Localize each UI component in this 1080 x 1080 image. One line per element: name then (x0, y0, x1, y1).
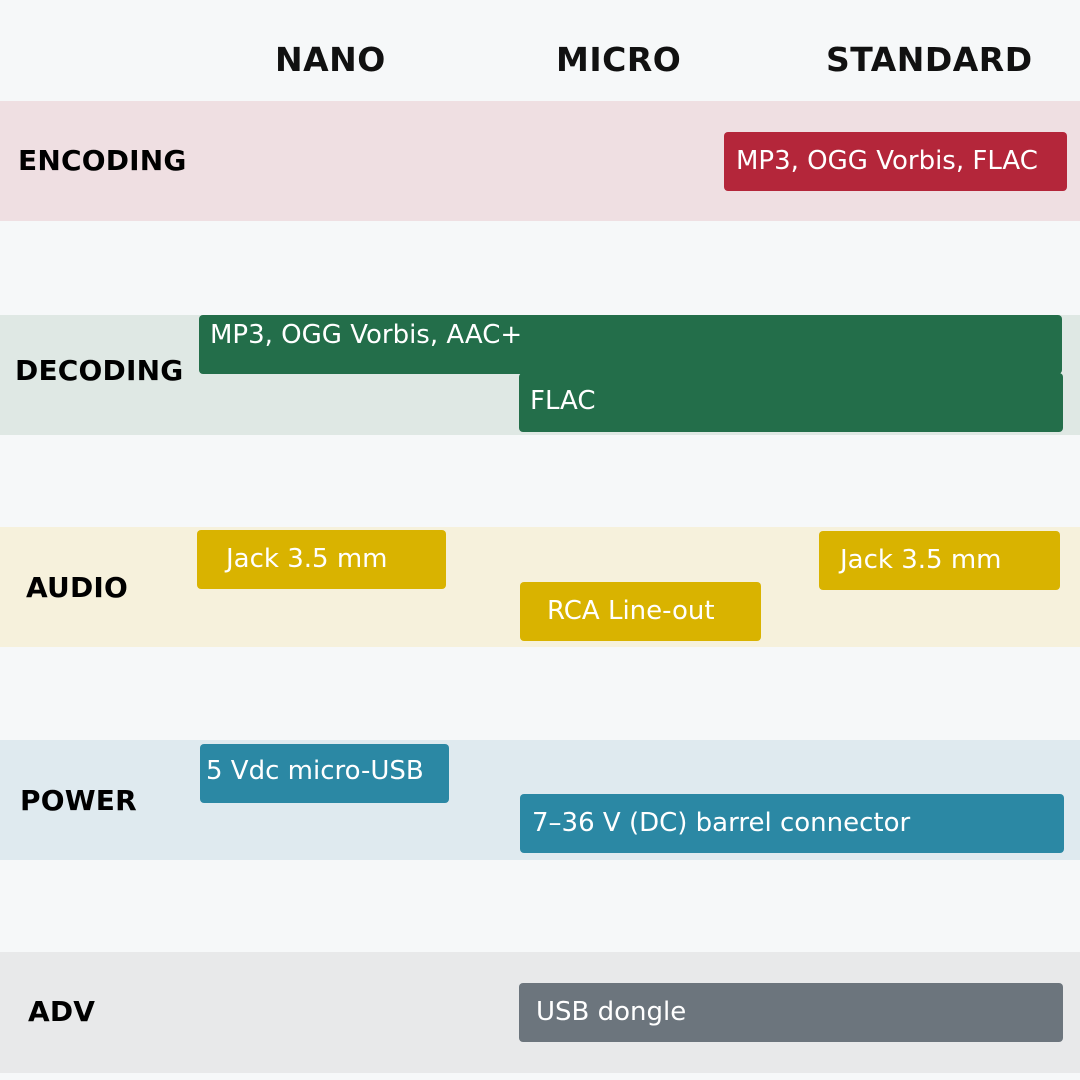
row-label-audio: AUDIO (26, 571, 129, 604)
row-label-decoding: DECODING (15, 354, 184, 387)
power-micro-standard-pill: 7–36 V (DC) barrel connector (520, 794, 1064, 853)
audio-standard-pill: Jack 3.5 mm (819, 531, 1060, 590)
row-label-power: POWER (20, 784, 137, 817)
adv-micro-standard-pill: USB dongle (519, 983, 1063, 1042)
audio-nano-pill: Jack 3.5 mm (197, 530, 446, 589)
decoding-all-tiers-pill: MP3, OGG Vorbis, AAC+ (199, 315, 1062, 374)
row-label-adv: ADV (28, 995, 96, 1028)
column-header-nano: NANO (275, 40, 386, 79)
audio-micro-pill: RCA Line-out (520, 582, 761, 641)
power-nano-pill: 5 Vdc micro-USB (200, 744, 449, 803)
column-header-micro: MICRO (556, 40, 682, 79)
decoding-flac-pill: FLAC (519, 373, 1063, 432)
encoding-standard-pill: MP3, OGG Vorbis, FLAC (724, 132, 1067, 191)
column-header-standard: STANDARD (826, 40, 1033, 79)
row-label-encoding: ENCODING (18, 144, 187, 177)
